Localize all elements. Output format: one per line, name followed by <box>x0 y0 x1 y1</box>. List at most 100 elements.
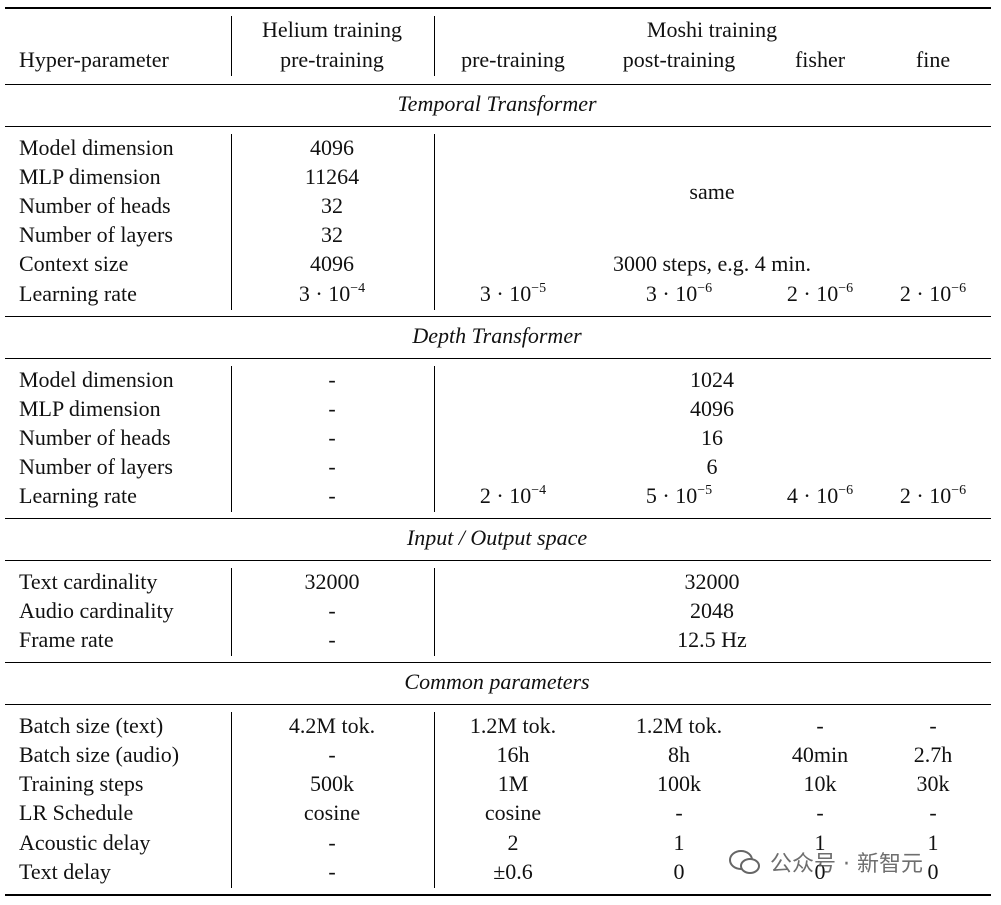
cell: same <box>689 178 735 204</box>
cell: - <box>328 627 336 653</box>
cell: - <box>328 395 336 421</box>
cell: cosine <box>303 800 361 826</box>
section-title: Input / Output space <box>406 524 588 550</box>
cell: 1.2M tok. <box>635 713 723 739</box>
rule <box>5 704 991 706</box>
cell: 2 <box>507 829 519 855</box>
cell: 2 · 10−6 <box>899 482 967 508</box>
cell: 12.5 Hz <box>677 627 747 653</box>
rule <box>5 559 991 561</box>
row-label: MLP dimension <box>19 395 161 421</box>
header-cell: post-training <box>622 47 736 72</box>
cell: 2 · 10−4 <box>479 482 547 508</box>
row-label: Frame rate <box>19 627 114 653</box>
section-title: Depth Transformer <box>412 322 582 348</box>
cell: 10k <box>803 771 837 797</box>
cell: - <box>929 800 937 826</box>
cell: 11264 <box>304 164 360 190</box>
row-label: MLP dimension <box>19 164 161 190</box>
row-label: Learning rate <box>19 280 137 306</box>
row-label: Batch size (audio) <box>19 742 180 768</box>
header-cell: pre-training <box>280 47 384 72</box>
cell: 32000 <box>304 568 360 594</box>
row-label: Model dimension <box>19 135 174 160</box>
header-cell: pre-training <box>461 47 565 72</box>
column-rule <box>231 16 232 76</box>
cell: - <box>328 482 336 508</box>
cell: 32 <box>321 193 343 219</box>
exponent: −6 <box>697 280 713 296</box>
base: 2 · 10 <box>786 280 839 306</box>
cell: 2048 <box>690 598 734 623</box>
cell: 40min <box>791 742 849 768</box>
base: 2 · 10 <box>899 280 952 306</box>
cell: 32 <box>321 222 343 248</box>
cell: 3 · 10−6 <box>646 280 713 305</box>
cell: - <box>328 598 336 623</box>
cell: 1 <box>673 829 685 855</box>
cell: 1M <box>497 771 529 797</box>
cell: 1 <box>927 829 939 855</box>
exponent: −4 <box>531 482 547 498</box>
cell: 32000 <box>684 568 740 594</box>
watermark: 公众号 · 新智元 <box>770 852 923 877</box>
row-label: Number of heads <box>19 193 171 219</box>
exponent: −6 <box>951 482 967 498</box>
cell: - <box>328 424 336 450</box>
cell: 4 · 10−6 <box>787 483 853 507</box>
column-rule <box>231 567 232 657</box>
cell: 1.2M tok. <box>469 713 557 739</box>
column-rule <box>434 567 435 657</box>
cell: 5 · 10−5 <box>645 482 712 508</box>
column-rule <box>434 16 435 76</box>
cell: 4096 <box>690 395 734 421</box>
row-label: Text delay <box>19 858 111 884</box>
rule <box>5 7 991 9</box>
base: 2 · 10 <box>479 482 532 508</box>
row-label: Number of heads <box>19 424 171 450</box>
cell: 0 <box>927 858 939 884</box>
cell: - <box>816 713 824 739</box>
column-rule <box>434 134 435 310</box>
cell: 500k <box>310 771 354 797</box>
cell: 3 · 10−4 <box>298 280 365 306</box>
cell: - <box>929 713 937 739</box>
column-rule <box>434 712 435 888</box>
cell: ±0.6 <box>493 858 533 884</box>
cell: 100k <box>657 771 701 797</box>
exponent: −6 <box>838 280 854 296</box>
column-rule <box>434 365 435 512</box>
base: 3 · 10 <box>298 280 351 306</box>
rule <box>5 315 991 317</box>
row-label: Number of layers <box>19 222 173 248</box>
cell: 30k <box>916 771 950 797</box>
row-label: Model dimension <box>19 366 174 392</box>
cell: 1024 <box>690 366 734 392</box>
cell: - <box>328 453 336 479</box>
cell: 2 · 10−6 <box>786 280 854 306</box>
row-label: Training steps <box>19 771 144 797</box>
wechat-icon <box>729 850 760 874</box>
cell: - <box>675 800 683 826</box>
cell: - <box>328 366 336 392</box>
cell: 4096 <box>310 251 354 277</box>
rule <box>5 84 991 85</box>
column-rule <box>231 712 232 888</box>
header-cell: fisher <box>794 47 846 72</box>
base: 5 · 10 <box>645 482 698 508</box>
cell: - <box>328 742 336 768</box>
rule <box>5 126 991 127</box>
row-label: Context size <box>19 251 129 277</box>
row-label: Number of layers <box>19 453 173 479</box>
row-label: LR Schedule <box>19 800 134 826</box>
row-label: Batch size (text) <box>19 713 164 739</box>
cell: 0 <box>673 858 685 884</box>
cell: cosine <box>484 800 542 826</box>
rule <box>5 357 991 359</box>
column-rule <box>231 365 232 512</box>
base: 2 · 10 <box>899 482 952 508</box>
cell: - <box>816 800 824 826</box>
row-label: Learning rate <box>19 482 137 508</box>
cell: 0 <box>814 858 826 884</box>
